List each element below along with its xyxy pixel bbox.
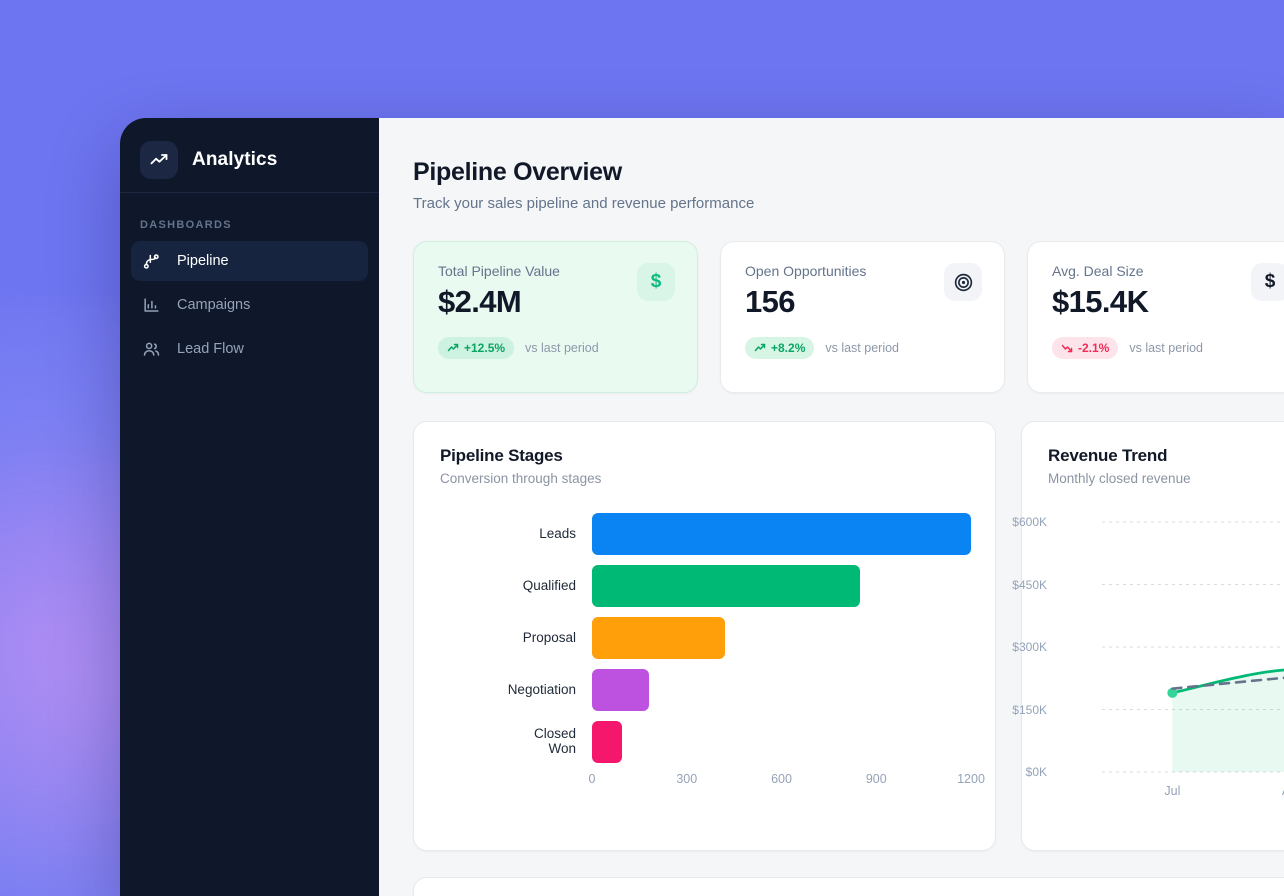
bar-fill-leads[interactable]: [592, 513, 971, 555]
bar-chart-icon: [141, 295, 161, 315]
sidebar-item-campaigns[interactable]: Campaigns: [131, 285, 368, 325]
target-icon: [944, 263, 982, 301]
pipeline-icon: [141, 251, 161, 271]
panel-pipeline-stages: Pipeline Stages Conversion through stage…: [413, 421, 996, 851]
kpi-delta: -2.1%: [1078, 341, 1110, 355]
kpi-note: vs last period: [1129, 341, 1204, 355]
x-axis-tick: 0: [588, 772, 596, 786]
y-axis-tick: $450K: [1012, 577, 1047, 592]
kpi-value: $15.4K: [1052, 284, 1149, 319]
bar-track: [592, 612, 969, 664]
panel-subtitle: Conversion through stages: [440, 471, 602, 486]
x-axis-tick: Aug: [1282, 784, 1284, 798]
bar-label: Proposal: [522, 629, 576, 645]
sidebar-item-pipeline[interactable]: Pipeline: [131, 241, 368, 281]
status-badge: -2.1%: [1052, 337, 1119, 359]
y-axis-tick: $300K: [1012, 640, 1047, 654]
data-point[interactable]: [1167, 687, 1178, 698]
status-badge: +12.5%: [438, 337, 515, 359]
kpi-value: $2.4M: [438, 284, 522, 319]
kpi-card-open-opportunities[interactable]: Open Opportunities 156 +8.2% vs last per…: [720, 241, 1005, 393]
kpi-footer: +12.5% vs last period: [438, 337, 673, 359]
x-axis-tick: Jul: [1164, 784, 1181, 798]
bar-row: Qualified: [440, 560, 969, 612]
bar-row: Proposal: [440, 612, 969, 664]
kpi-card-avg-deal-size[interactable]: Avg. Deal Size $15.4K -2.1% vs last peri…: [1027, 241, 1284, 393]
bar-fill-closed-won[interactable]: [592, 721, 622, 763]
bar-fill-qualified[interactable]: [592, 565, 861, 607]
kpi-footer: +8.2% vs last period: [745, 337, 980, 359]
trend-down-icon: [1061, 344, 1073, 353]
kpi-note: vs last period: [825, 341, 900, 355]
bar-track: [592, 508, 971, 560]
area-fill: [1172, 670, 1284, 772]
bar-fill-proposal[interactable]: [592, 617, 725, 659]
sidebar-nav: Pipeline Campaigns: [120, 241, 379, 369]
kpi-delta: +12.5%: [464, 341, 506, 355]
trend-up-icon: [447, 343, 459, 352]
panel-subtitle: Monthly closed revenue: [1048, 471, 1191, 486]
revenue-trend-svg: [1102, 521, 1284, 773]
kpi-label: Total Pipeline Value: [438, 263, 560, 279]
kpi-row: Total Pipeline Value $2.4M +12.5% vs las…: [413, 241, 1284, 393]
sidebar-brand[interactable]: Analytics: [120, 127, 379, 193]
kpi-delta: +8.2%: [771, 341, 806, 355]
bar-fill-negotiation[interactable]: [592, 669, 650, 711]
sidebar: Analytics DASHBOARDS Pipeline: [120, 118, 379, 896]
panel-title: Revenue Trend: [1048, 446, 1168, 465]
trending-up-icon: [140, 140, 178, 179]
bar-row: Negotiation: [440, 664, 969, 716]
status-badge: +8.2%: [745, 337, 815, 359]
y-axis-tick: $150K: [1012, 702, 1047, 717]
bar-row: Leads: [440, 508, 971, 560]
sidebar-item-label: Campaigns: [177, 297, 251, 313]
kpi-label: Open Opportunities: [745, 263, 867, 279]
page-title: Pipeline Overview: [413, 158, 622, 186]
x-axis-tick: 1200: [957, 772, 985, 786]
series-line-target: [1171, 676, 1284, 690]
kpi-card-total-pipeline-value[interactable]: Total Pipeline Value $2.4M +12.5% vs las…: [413, 241, 698, 393]
bar-label: Negotiation: [507, 681, 576, 697]
main-content: Pipeline Overview Track your sales pipel…: [379, 118, 1284, 896]
kpi-value: 156: [745, 284, 796, 319]
bar-label: Qualified: [522, 577, 576, 593]
bar-track: [592, 664, 969, 716]
sidebar-item-label: Lead Flow: [177, 341, 244, 357]
panel-revenue-trend: Revenue Trend Monthly closed revenue $0K…: [1012, 421, 1284, 851]
users-icon: [141, 339, 161, 359]
sidebar-item-label: Pipeline: [177, 253, 229, 269]
kpi-footer: -2.1% vs last period: [1052, 337, 1284, 359]
bar-chart-x-axis: 0 300 600 900 1200: [440, 770, 985, 792]
bar-chart: Leads Qualified Proposal Negotiation Closed W…: [440, 508, 971, 768]
trend-up-icon: [754, 343, 766, 352]
page-subtitle: Track your sales pipeline and revenue pe…: [413, 195, 755, 212]
series-line-actual: [1170, 668, 1284, 695]
x-axis-tick: 300: [676, 772, 698, 786]
y-axis-tick: $0K: [1025, 765, 1047, 779]
bar-track: [592, 560, 969, 612]
bar-label: Closed Won: [533, 726, 576, 756]
bar-track: [592, 716, 969, 768]
chart-row: Pipeline Stages Conversion through stage…: [413, 421, 1284, 851]
bar-label: Leads: [539, 525, 576, 541]
sidebar-section-label: DASHBOARDS: [140, 219, 232, 231]
dollar-icon: $: [637, 263, 675, 301]
x-axis-tick: 900: [865, 772, 887, 786]
dollar-icon: $: [1251, 263, 1284, 301]
panel-bottom-partial: [413, 877, 1284, 896]
app-window: Analytics DASHBOARDS Pipeline: [120, 118, 1284, 896]
x-axis-tick: 600: [771, 772, 792, 786]
sidebar-item-lead-flow[interactable]: Lead Flow: [131, 329, 368, 369]
bar-row: Closed Won: [440, 716, 969, 768]
panel-title: Pipeline Stages: [440, 446, 563, 465]
kpi-label: Avg. Deal Size: [1052, 263, 1144, 279]
brand-name: Analytics: [192, 148, 278, 170]
y-axis-tick: $600K: [1012, 515, 1047, 529]
line-chart: $0K$150K$300K$450K$600KJulAugSep: [1012, 506, 1284, 806]
kpi-note: vs last period: [525, 341, 599, 355]
